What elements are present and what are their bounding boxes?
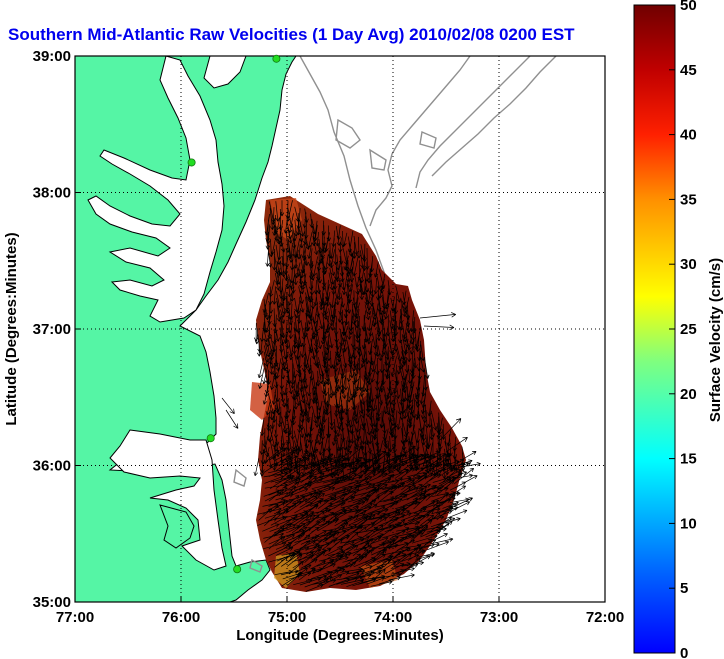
colorbar-label: Surface Velocity (cm/s)	[707, 258, 724, 422]
y-tick-label: 37:00	[33, 321, 71, 338]
x-tick-label: 76:00	[162, 609, 200, 626]
station-marker	[233, 565, 242, 574]
x-tick-label: 75:00	[268, 609, 306, 626]
chesapeake-bay	[87, 56, 225, 323]
y-axis-label: Latitude (Degrees:Minutes)	[3, 232, 20, 425]
colorbar-tick-label: 50	[680, 0, 697, 14]
velocity-vectors	[221, 200, 481, 592]
colorbar-tick-label: 10	[680, 515, 697, 532]
map-title: Southern Mid-Atlantic Raw Velocities (1 …	[8, 25, 575, 44]
colorbar-tick-label: 40	[680, 127, 697, 144]
y-axis-ticks: 39:00 38:00 37:00 36:00 35:00	[33, 48, 81, 611]
station-marker	[206, 434, 215, 443]
station-marker	[187, 158, 196, 167]
x-tick-label: 74:00	[374, 609, 412, 626]
outer-banks-land	[159, 504, 195, 549]
y-tick-label: 39:00	[33, 48, 71, 65]
y-tick-label: 38:00	[33, 185, 71, 202]
colorbar-tick-label: 45	[680, 62, 697, 79]
colorbar-tick-label: 15	[680, 451, 697, 468]
y-tick-label: 36:00	[33, 458, 71, 475]
delaware-bay	[203, 56, 247, 89]
colorbar-tick-label: 35	[680, 191, 697, 208]
grid-lines	[75, 56, 605, 602]
colorbar-tick-label: 20	[680, 386, 697, 403]
colorbar-tick-label: 0	[680, 645, 688, 659]
x-axis-ticks: 77:00 76:00 75:00 74:00 73:00 72:00	[56, 596, 624, 626]
x-tick-label: 73:00	[480, 609, 518, 626]
colorbar-tick-label: 30	[680, 256, 697, 273]
y-tick-label: 35:00	[33, 594, 71, 611]
colorbar	[633, 4, 676, 654]
colorbar-tick-label: 5	[680, 580, 688, 597]
x-tick-label: 77:00	[56, 609, 94, 626]
x-axis-label: Longitude (Degrees:Minutes)	[236, 627, 444, 644]
x-tick-label: 72:00	[586, 609, 624, 626]
station-marker	[272, 54, 281, 63]
colorbar-tick-label: 25	[680, 321, 697, 338]
radar-stations	[187, 54, 281, 574]
vector-arrows-path	[221, 200, 481, 592]
